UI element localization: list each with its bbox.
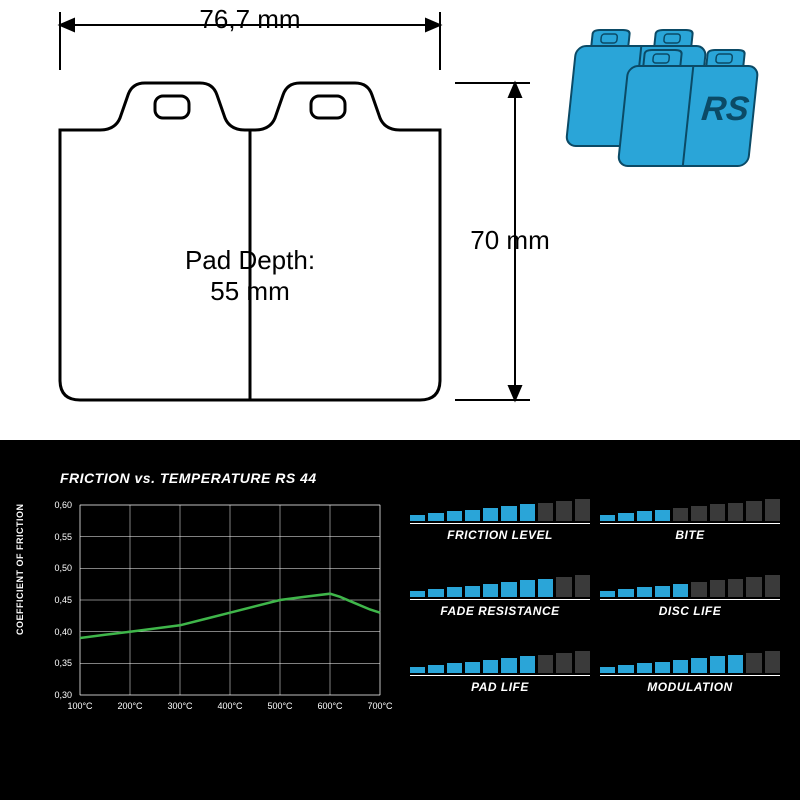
- chart-title: FRICTION vs. TEMPERATURE RS 44: [60, 470, 317, 486]
- y-tick: 0,45: [52, 595, 72, 605]
- gauge-bar: [600, 515, 615, 521]
- gauge-label: FADE RESISTANCE: [410, 604, 590, 618]
- gauge-fade-resistance: FADE RESISTANCE: [410, 576, 590, 618]
- gauge-bar: [673, 584, 688, 597]
- gauge-bar: [447, 511, 462, 521]
- y-tick: 0,55: [52, 532, 72, 542]
- gauge-bar: [538, 655, 553, 673]
- gauge-bar: [575, 499, 590, 521]
- width-dimension: 76,7 mm: [180, 4, 320, 35]
- gauge-bar: [520, 656, 535, 673]
- depth-label-2: 55 mm: [150, 276, 350, 307]
- performance-panel: FRICTION vs. TEMPERATURE RS 44 COEFFICIE…: [0, 440, 800, 800]
- y-tick: 0,60: [52, 500, 72, 510]
- gauge-bar: [673, 660, 688, 673]
- gauge-bar: [465, 662, 480, 673]
- gauge-bar: [428, 665, 443, 673]
- gauge-bar: [483, 508, 498, 521]
- gauge-disc-life: DISC LIFE: [600, 576, 780, 618]
- gauge-label: PAD LIFE: [410, 680, 590, 694]
- gauge-bar: [765, 499, 780, 521]
- schematic-region: 76,7 mm 70 mm Pad Depth: 55 mm: [0, 0, 800, 440]
- gauge-bar: [728, 503, 743, 521]
- y-tick: 0,35: [52, 658, 72, 668]
- gauge-bar: [410, 591, 425, 597]
- gauge-bite: BITE: [600, 500, 780, 542]
- depth-label-1: Pad Depth:: [150, 245, 350, 276]
- gauge-label: DISC LIFE: [600, 604, 780, 618]
- x-tick: 400°C: [210, 701, 250, 711]
- gauge-bar: [410, 515, 425, 521]
- gauge-bar: [618, 513, 633, 521]
- friction-chart: FRICTION vs. TEMPERATURE RS 44 COEFFICIE…: [20, 460, 390, 780]
- x-tick: 600°C: [310, 701, 350, 711]
- gauge-bar: [691, 658, 706, 673]
- gauge-bar: [728, 655, 743, 673]
- gauge-bar: [556, 501, 571, 521]
- gauge-bar: [556, 653, 571, 673]
- gauge-bar: [655, 510, 670, 521]
- gauge-bar: [428, 589, 443, 597]
- gauge-bar: [728, 579, 743, 597]
- gauge-grid: FRICTION LEVEL BITE FADE RESISTANCE DISC LI…: [410, 500, 780, 694]
- product-logo-text: RS: [700, 90, 751, 128]
- gauge-bar: [673, 508, 688, 521]
- gauge-bar: [520, 580, 535, 597]
- x-tick: 100°C: [60, 701, 100, 711]
- product-image: RS: [560, 20, 780, 170]
- gauge-bar: [600, 591, 615, 597]
- gauge-bar: [618, 589, 633, 597]
- gauge-bar: [501, 658, 516, 673]
- gauge-modulation: MODULATION: [600, 652, 780, 694]
- gauge-bar: [465, 586, 480, 597]
- gauge-bar: [556, 577, 571, 597]
- gauge-bar: [447, 663, 462, 673]
- gauge-bar: [410, 667, 425, 673]
- gauge-bar: [520, 504, 535, 521]
- gauge-bar: [655, 586, 670, 597]
- gauge-bar: [637, 511, 652, 521]
- x-tick: 300°C: [160, 701, 200, 711]
- x-tick: 500°C: [260, 701, 300, 711]
- gauge-bar: [746, 501, 761, 521]
- gauge-bar: [765, 651, 780, 673]
- height-dimension: 70 mm: [460, 225, 560, 256]
- gauge-pad-life: PAD LIFE: [410, 652, 590, 694]
- gauge-bar: [618, 665, 633, 673]
- gauge-bar: [501, 582, 516, 597]
- gauge-bar: [655, 662, 670, 673]
- y-axis-label: COEFFICIENT OF FRICTION: [15, 504, 25, 636]
- gauge-label: MODULATION: [600, 680, 780, 694]
- gauge-bar: [710, 504, 725, 521]
- y-tick: 0,40: [52, 627, 72, 637]
- gauge-bar: [691, 506, 706, 521]
- y-tick: 0,30: [52, 690, 72, 700]
- gauge-bar: [746, 653, 761, 673]
- gauge-label: FRICTION LEVEL: [410, 528, 590, 542]
- gauge-bar: [465, 510, 480, 521]
- gauge-bar: [600, 667, 615, 673]
- gauge-bar: [483, 584, 498, 597]
- gauge-bar: [575, 651, 590, 673]
- gauge-bar: [710, 580, 725, 597]
- gauge-bar: [710, 656, 725, 673]
- gauge-bar: [637, 587, 652, 597]
- gauge-bar: [765, 575, 780, 597]
- gauge-label: BITE: [600, 528, 780, 542]
- gauge-bar: [447, 587, 462, 597]
- gauge-friction-level: FRICTION LEVEL: [410, 500, 590, 542]
- gauge-bar: [691, 582, 706, 597]
- gauge-bar: [428, 513, 443, 521]
- gauge-bar: [746, 577, 761, 597]
- gauge-bar: [501, 506, 516, 521]
- pad-schematic: [0, 0, 560, 440]
- gauge-bar: [538, 503, 553, 521]
- y-tick: 0,50: [52, 563, 72, 573]
- gauge-bar: [637, 663, 652, 673]
- gauge-bar: [538, 579, 553, 597]
- x-tick: 200°C: [110, 701, 150, 711]
- x-tick: 700°C: [360, 701, 400, 711]
- gauge-bar: [483, 660, 498, 673]
- gauge-bar: [575, 575, 590, 597]
